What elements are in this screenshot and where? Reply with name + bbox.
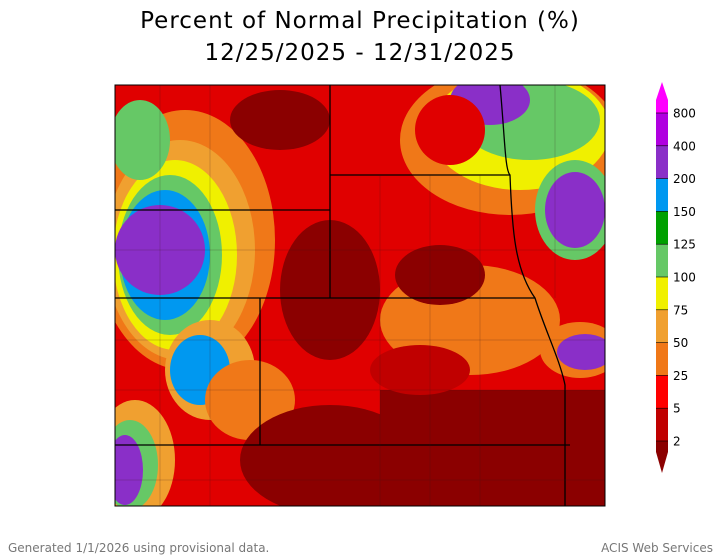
subtitle: 12/25/2025 - 12/31/2025 <box>204 40 515 66</box>
legend-swatch <box>656 342 668 376</box>
legend-swatch <box>656 309 668 343</box>
legend-tick-label: 800 <box>673 107 696 121</box>
legend-arrow-bottom <box>656 452 668 473</box>
title: Percent of Normal Precipitation (%) <box>140 8 580 34</box>
legend-swatch <box>656 145 668 179</box>
footer-credit: ACIS Web Services <box>601 541 713 555</box>
legend-tick-label: 100 <box>673 271 696 285</box>
legend-swatch <box>656 277 668 310</box>
legend-swatch <box>656 375 668 409</box>
legend-arrow-top <box>656 82 668 100</box>
precipitation-map <box>115 85 605 506</box>
legend-tick-label: 150 <box>673 205 696 219</box>
legend-swatch <box>656 178 668 212</box>
legend-swatch <box>656 408 668 441</box>
legend-swatch <box>656 211 668 245</box>
legend-swatch <box>656 100 668 113</box>
footer-note: Generated 1/1/2026 using provisional dat… <box>8 541 269 555</box>
legend-tick-label: 25 <box>673 369 688 383</box>
legend-tick-label: 5 <box>673 402 681 416</box>
legend-tick-label: 75 <box>673 303 688 317</box>
legend-tick-label: 400 <box>673 139 696 153</box>
legend-tick-label: 50 <box>673 336 688 350</box>
map-frame <box>114 84 606 507</box>
legend-swatch <box>656 441 668 452</box>
legend-swatch <box>656 244 668 277</box>
legend-swatch <box>656 113 668 146</box>
legend-tick-label: 200 <box>673 172 696 186</box>
legend: 800 400 200 150 125 100 75 50 25 5 2 <box>656 82 696 473</box>
legend-tick-label: 125 <box>673 238 696 252</box>
legend-tick-label: 2 <box>673 435 681 449</box>
